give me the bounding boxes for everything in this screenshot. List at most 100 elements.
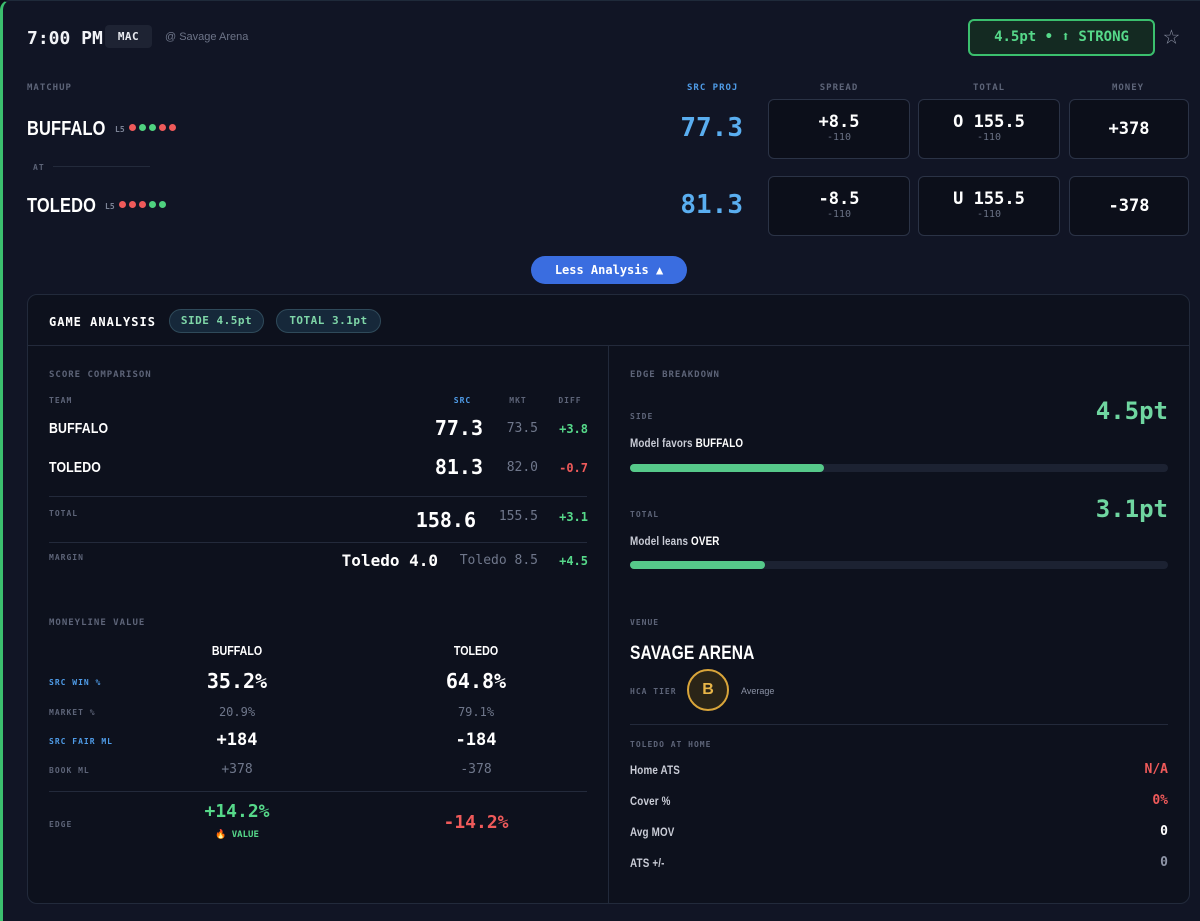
spread-value: +8.5 [818, 112, 860, 132]
home-heading: TOLEDO AT HOME [630, 740, 712, 749]
side-edge-value: 4.5pt [1095, 397, 1168, 425]
edge-row-label: EDGE [49, 820, 73, 829]
form-loss-dot [129, 124, 136, 131]
total-button-under[interactable]: U 155.5 -110 [918, 176, 1060, 236]
total-row-label: TOTAL [49, 509, 79, 518]
edge-strength-badge: 4.5pt • ⬆ STRONG [968, 19, 1155, 56]
game-analysis-panel: GAME ANALYSIS SIDE 4.5pt TOTAL 3.1pt SCO… [27, 294, 1190, 904]
hca-grade-text: Average [741, 686, 775, 696]
side-team: BUFFALO [695, 436, 744, 450]
total-edge-bar [630, 561, 1168, 569]
panel-title: GAME ANALYSIS [49, 315, 156, 329]
side-model-text: Model favors BUFFALO [630, 436, 743, 450]
total-edge-pill: TOTAL 3.1pt [276, 309, 381, 333]
total-text: Model leans [630, 534, 689, 548]
form-win-dot [149, 124, 156, 131]
total-diff: +3.1 [559, 510, 588, 524]
spread-odds: -110 [826, 132, 852, 143]
form-win-dot [149, 201, 156, 208]
total-value: U 155.5 [953, 189, 1025, 209]
row-divider [630, 724, 1168, 725]
fair-ml-2: -184 [455, 730, 497, 750]
total-edge-label: TOTAL [630, 510, 660, 519]
column-divider [608, 346, 609, 903]
side-edge-pill: SIDE 4.5pt [169, 309, 264, 333]
margin-mkt: Toledo 8.5 [459, 553, 538, 568]
book-ml-2: -378 [460, 762, 492, 777]
value-tag: 🔥 VALUE [215, 830, 259, 840]
total-odds: -110 [976, 132, 1002, 143]
hca-grade-badge: B [687, 669, 729, 711]
score-comparison-heading: SCORE COMPARISON [49, 370, 152, 380]
form-win-dot [139, 124, 146, 131]
moneyline-button-away[interactable]: +378 [1069, 99, 1189, 159]
side-edge-bar [630, 464, 1168, 472]
win-pct-2: 64.8% [445, 669, 507, 693]
form-loss-dot [159, 124, 166, 131]
edge-value-1: +14.2% [204, 801, 270, 822]
total-button-over[interactable]: O 155.5 -110 [918, 99, 1060, 159]
score-mkt: 73.5 [506, 421, 538, 436]
moneyline-heading: MONEYLINE VALUE [49, 618, 146, 628]
row-divider [49, 791, 587, 792]
home-stat-value: 0% [1152, 793, 1168, 808]
margin-row-label: MARGIN [49, 553, 84, 562]
form-loss-dot [119, 201, 126, 208]
spread-label: SPREAD [819, 83, 859, 93]
score-mkt: 82.0 [506, 460, 538, 475]
side-edge-bar-fill [630, 464, 824, 472]
total-odds: -110 [976, 209, 1002, 220]
side-label: SIDE [630, 412, 654, 421]
home-stat-label: Home ATS [630, 763, 680, 777]
form-label: L5 [115, 125, 125, 134]
form-loss-dot [129, 201, 136, 208]
panel-header-divider [28, 345, 1189, 346]
proj-score-away: 77.3 [680, 113, 743, 143]
spread-button-home[interactable]: -8.5 -110 [768, 176, 910, 236]
form-dots-home [119, 201, 169, 208]
moneyline-value: -378 [1108, 196, 1150, 216]
venue-name: SAVAGE ARENA [630, 643, 755, 664]
home-stat-label: Cover % [630, 794, 671, 808]
home-stat-label: ATS +/- [630, 856, 665, 870]
margin-src: Toledo 4.0 [341, 551, 438, 570]
team-name-away: BUFFALO [27, 118, 106, 140]
conference-tag: MAC [105, 25, 152, 48]
spread-button-away[interactable]: +8.5 -110 [768, 99, 910, 159]
total-value: O 155.5 [953, 112, 1025, 132]
moneyline-button-home[interactable]: -378 [1069, 176, 1189, 236]
home-stat-value: 0 [1160, 824, 1168, 839]
edge-breakdown-heading: EDGE BREAKDOWN [630, 370, 720, 380]
venue-label: @ Savage Arena [165, 31, 249, 43]
book-ml-1: +378 [221, 762, 253, 777]
score-team-row: TOLEDO [49, 459, 102, 476]
score-diff: -0.7 [559, 461, 588, 475]
src-proj-label: SRC PROJ [687, 83, 739, 93]
ml-team-1: BUFFALO [211, 643, 263, 658]
total-mkt: 155.5 [498, 509, 538, 524]
moneyline-value: +378 [1108, 119, 1150, 139]
market-pct-2: 79.1% [457, 705, 495, 719]
less-analysis-button[interactable]: Less Analysis ▲ [531, 256, 687, 284]
form-dots-away [129, 124, 179, 131]
total-src: 158.6 [415, 508, 476, 532]
score-diff: +3.8 [559, 422, 588, 436]
fair-ml-1: +184 [216, 730, 258, 750]
side-text: Model favors [630, 436, 693, 450]
home-stat-label: Avg MOV [630, 825, 675, 839]
form-loss-dot [139, 201, 146, 208]
win-pct-1: 35.2% [206, 669, 268, 693]
edge-value-2: -14.2% [443, 812, 509, 833]
total-edge-bar-fill [630, 561, 765, 569]
market-pct-1: 20.9% [218, 705, 256, 719]
hca-tier-label: HCA TIER [630, 687, 677, 696]
star-icon[interactable]: ☆ [1163, 18, 1180, 51]
spread-value: -8.5 [818, 189, 860, 209]
form-win-dot [159, 201, 166, 208]
score-src: 77.3 [434, 416, 483, 440]
total-model-text: Model leans OVER [630, 534, 720, 548]
col-src: SRC [453, 396, 472, 405]
total-edge-value: 3.1pt [1095, 495, 1168, 523]
spread-odds: -110 [826, 209, 852, 220]
